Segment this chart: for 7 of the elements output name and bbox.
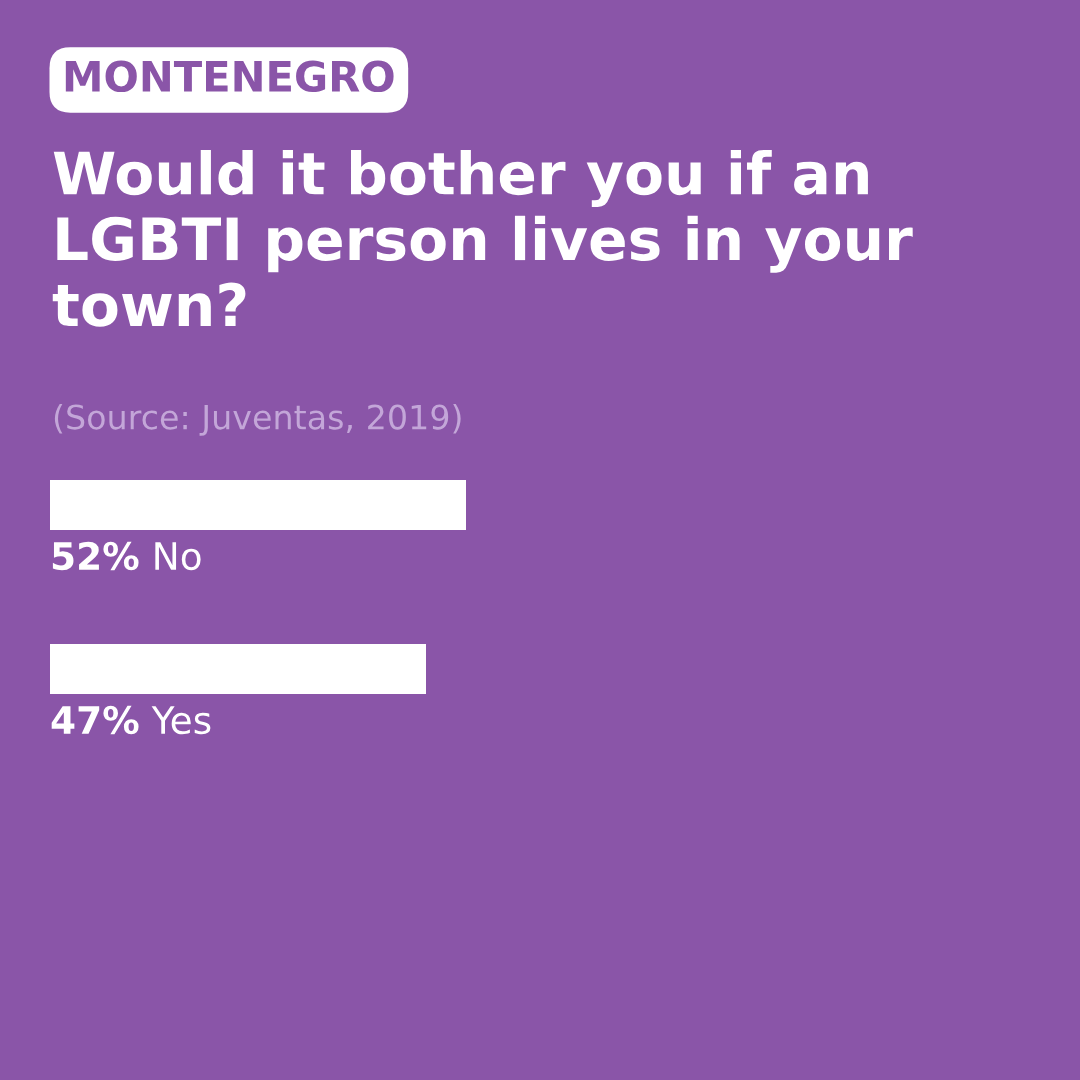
text: MONTENEGRO — [65, 60, 394, 93]
y-tick-label: No — [155, 542, 201, 571]
text: (Source: Juventas, 2019) — [54, 403, 461, 436]
chart-title: Would it bother you if an LGBTI person lives in your town? — [52, 150, 913, 327]
y-tick-label: Yes — [151, 706, 211, 735]
data-label: 52% — [52, 541, 139, 571]
data-label: 47% — [51, 705, 139, 735]
